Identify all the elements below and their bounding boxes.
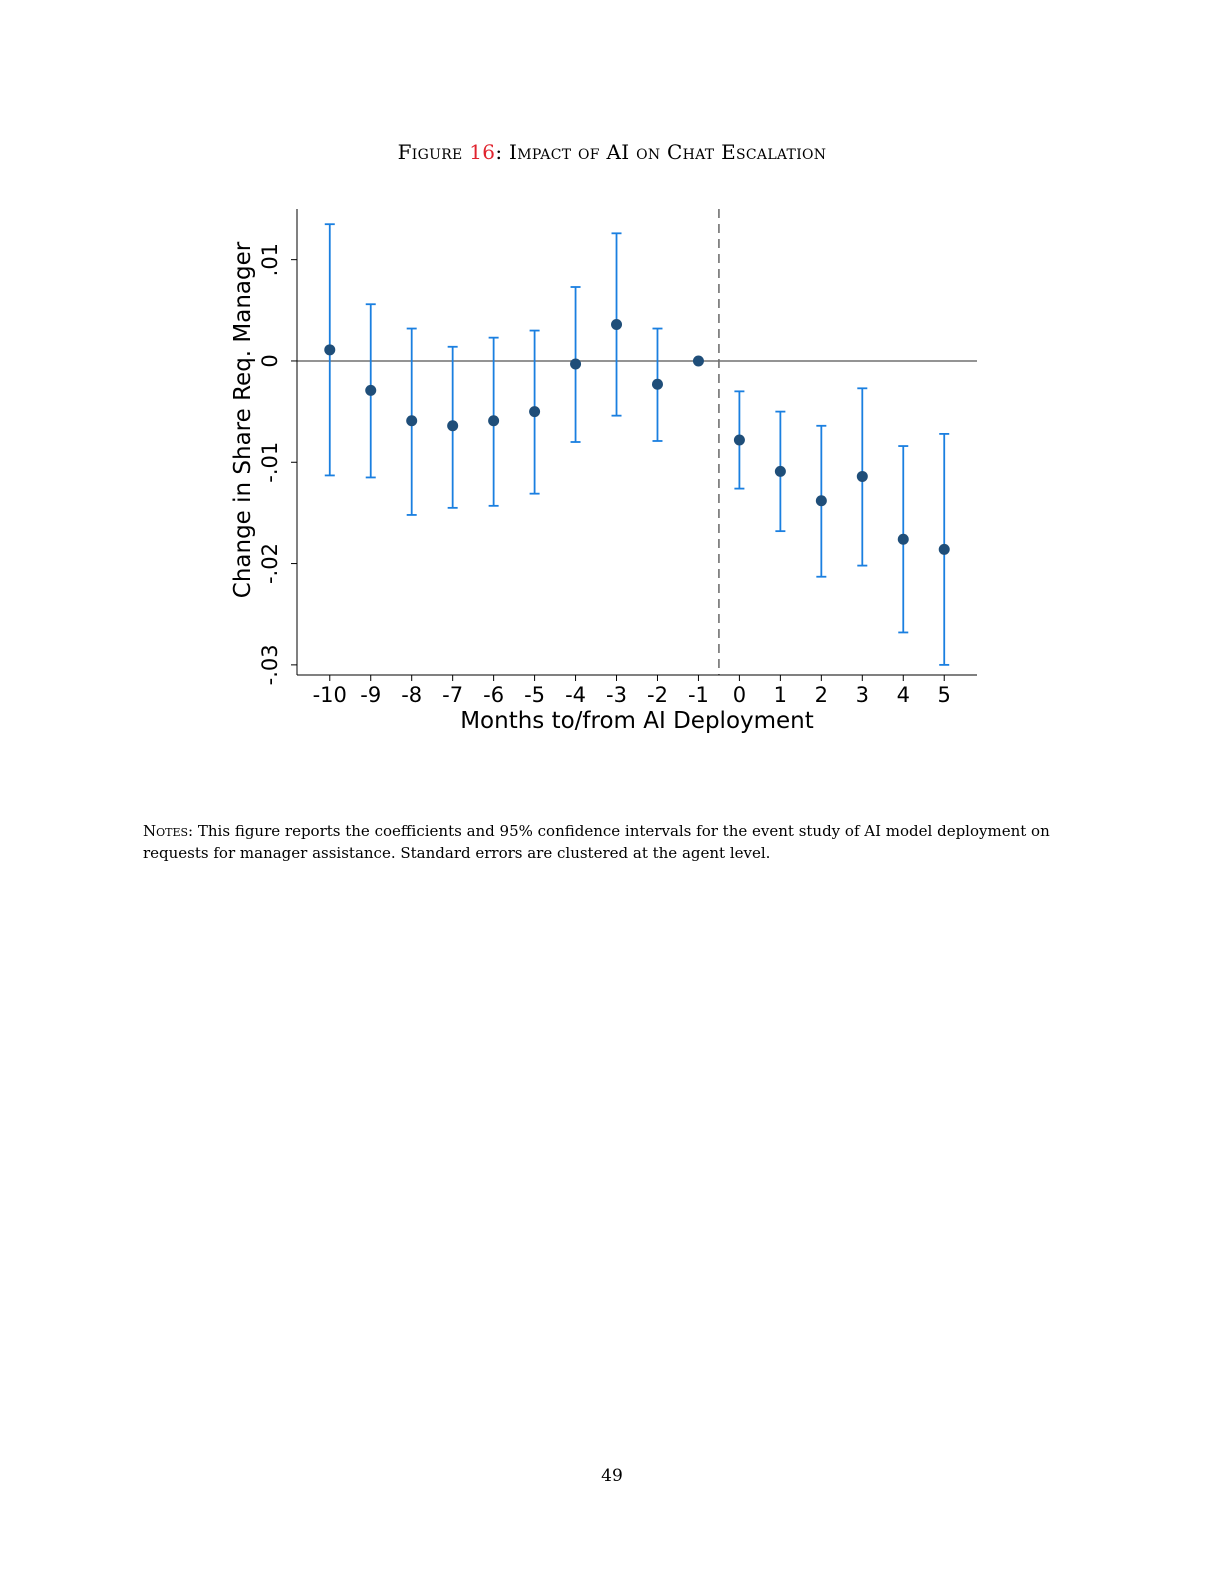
axis-labels: Months to/from AI Deployment Change in S… [230, 241, 814, 734]
figure-notes: Notes: This figure reports the coefficie… [143, 820, 1083, 864]
x-tick-label: 3 [856, 683, 869, 707]
x-tick-label: -8 [401, 683, 422, 707]
figure-title: Figure 16: Impact of AI on Chat Escalati… [0, 140, 1224, 164]
y-tick-label: -.02 [258, 543, 282, 584]
figure-number-link[interactable]: 16 [469, 140, 496, 164]
x-tick-label: -5 [524, 683, 545, 707]
reference-lines [297, 209, 977, 675]
coefficient-point [324, 344, 336, 356]
x-tick-label: 5 [938, 683, 951, 707]
x-axis-label: Months to/from AI Deployment [460, 708, 814, 734]
notes-text: This figure reports the coefficients and… [143, 822, 1050, 862]
figure-title-text: Impact of AI on Chat Escalation [509, 140, 827, 164]
figure-label: Figure [397, 140, 463, 164]
x-tick-label: 0 [733, 683, 746, 707]
coefficient-point [570, 358, 582, 370]
x-tick-label: -6 [483, 683, 504, 707]
x-tick-label: 1 [774, 683, 787, 707]
confidence-intervals [324, 223, 950, 666]
x-tick-label: -4 [565, 683, 586, 707]
y-tick-label: .01 [258, 243, 282, 276]
y-tick-label: -.03 [258, 644, 282, 685]
y-tick-label: 0 [258, 354, 282, 367]
coefficient-point [529, 406, 541, 418]
notes-lead: Notes: [143, 822, 194, 840]
coefficient-point [897, 533, 909, 545]
page-number: 49 [601, 1466, 623, 1486]
coefficient-point [692, 355, 704, 367]
x-tick-label: 4 [897, 683, 910, 707]
event-study-chart: -.03-.02-.010.01-10 -9 -8 -7 -6 -5 -4 -3 -2 -1 0 1 2… [230, 209, 977, 734]
coefficient-point [365, 384, 377, 396]
x-tick-label: -9 [360, 683, 381, 707]
x-tick-label: -2 [647, 683, 668, 707]
coefficient-point [406, 415, 418, 427]
coefficient-point [938, 543, 950, 555]
coefficient-point [651, 378, 663, 390]
coefficient-point [447, 420, 459, 432]
y-tick-label: -.01 [258, 442, 282, 483]
coefficient-points [324, 318, 950, 555]
coefficient-point [856, 470, 868, 482]
figure-title-separator: : [495, 140, 503, 164]
x-tick-label: -3 [606, 683, 627, 707]
y-axis-label: Change in Share Req. Manager [230, 241, 256, 598]
coefficient-point [815, 495, 827, 507]
coefficient-point [733, 434, 745, 446]
coefficient-point [488, 415, 500, 427]
x-tick-label: -7 [442, 683, 463, 707]
axes: -.03-.02-.010.01-10 -9 -8 -7 -6 -5 -4 -3 -2 -1 0 1 2… [258, 209, 977, 707]
x-tick-label: 2 [815, 683, 828, 707]
coefficient-point [774, 465, 786, 477]
x-tick-label: -10 [313, 683, 347, 707]
coefficient-point [611, 318, 623, 330]
x-tick-label: -1 [688, 683, 709, 707]
